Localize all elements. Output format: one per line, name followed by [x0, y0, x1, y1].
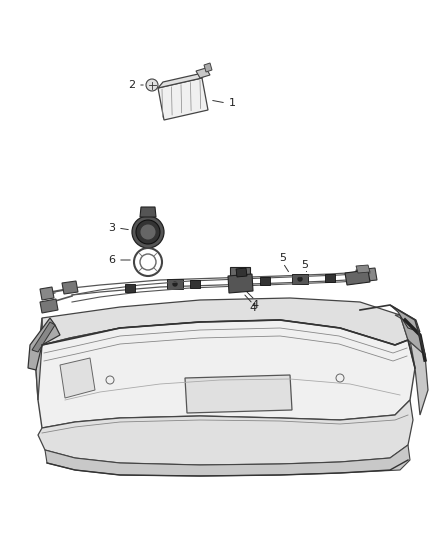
Polygon shape: [390, 305, 420, 332]
Circle shape: [132, 216, 164, 248]
Polygon shape: [236, 268, 247, 277]
Text: 5: 5: [301, 260, 308, 270]
Polygon shape: [40, 287, 54, 300]
Polygon shape: [230, 267, 250, 283]
Polygon shape: [38, 400, 413, 465]
Polygon shape: [42, 298, 408, 345]
Polygon shape: [345, 270, 370, 285]
Polygon shape: [232, 276, 248, 286]
Text: 1: 1: [229, 98, 236, 108]
Polygon shape: [292, 274, 308, 284]
Circle shape: [136, 220, 160, 244]
Polygon shape: [185, 375, 292, 413]
Polygon shape: [228, 274, 253, 293]
Text: 6: 6: [109, 255, 116, 265]
Text: 4: 4: [251, 300, 258, 310]
Polygon shape: [356, 265, 370, 273]
Polygon shape: [158, 78, 208, 120]
Circle shape: [238, 279, 242, 283]
Text: 5: 5: [279, 253, 286, 263]
Polygon shape: [356, 268, 377, 282]
Circle shape: [140, 224, 156, 240]
Polygon shape: [45, 445, 410, 476]
Polygon shape: [204, 63, 212, 72]
Polygon shape: [62, 281, 78, 294]
Polygon shape: [125, 284, 135, 292]
Polygon shape: [60, 358, 95, 398]
Polygon shape: [40, 299, 58, 313]
Polygon shape: [140, 207, 156, 217]
Text: 4: 4: [249, 303, 257, 313]
Polygon shape: [408, 340, 428, 415]
Polygon shape: [325, 274, 335, 282]
Polygon shape: [36, 320, 415, 428]
Polygon shape: [190, 280, 200, 288]
Polygon shape: [196, 68, 210, 78]
Polygon shape: [32, 322, 55, 352]
Polygon shape: [167, 279, 183, 289]
Circle shape: [173, 282, 177, 286]
Circle shape: [146, 79, 158, 91]
Polygon shape: [158, 72, 207, 88]
Polygon shape: [28, 318, 60, 370]
Polygon shape: [36, 318, 42, 400]
Polygon shape: [260, 277, 270, 285]
Polygon shape: [395, 315, 425, 355]
Text: 3: 3: [109, 223, 116, 233]
Circle shape: [298, 277, 302, 281]
Text: 2: 2: [128, 80, 136, 90]
